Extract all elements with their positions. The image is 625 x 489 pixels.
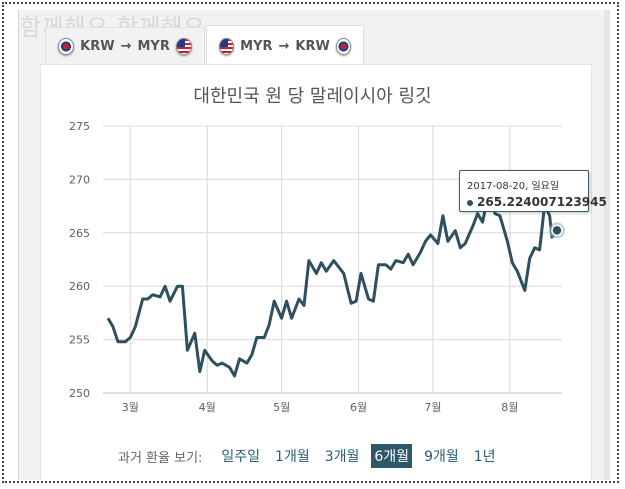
x-tick-label: 5월	[273, 401, 290, 414]
chart-title: 대한민국 원 당 말레이시아 링깃	[193, 86, 432, 107]
tab-to-currency: KRW	[295, 38, 330, 54]
y-tick-label: 255	[69, 334, 90, 347]
scroll-edge	[604, 10, 610, 480]
tab-from-currency: MYR	[240, 38, 273, 54]
tab-from-currency: KRW	[80, 39, 115, 54]
arrow-right-icon: →	[278, 38, 290, 54]
y-tick-label: 250	[69, 387, 90, 400]
series-line	[106, 184, 559, 378]
malaysia-flag-icon	[219, 37, 235, 55]
korea-flag-icon	[335, 37, 351, 55]
x-tick-label: 7월	[424, 401, 441, 414]
chart-tooltip: 2017-08-20, 일요일 265.224007123945	[459, 170, 607, 212]
tooltip-date: 2017-08-20, 일요일	[467, 181, 560, 192]
period-1-month[interactable]: 1개월	[275, 449, 310, 465]
tab-krw-to-myr[interactable]: KRW → MYR	[45, 27, 205, 65]
period-6-months[interactable]: 6개월	[371, 444, 413, 468]
highlight-point	[551, 224, 563, 237]
tooltip-value: 265.224007123945	[477, 195, 607, 209]
x-tick-label: 8월	[501, 401, 518, 414]
y-tick-label: 265	[69, 227, 90, 240]
period-9-months[interactable]: 9개월	[424, 449, 459, 465]
malaysia-flag-icon	[175, 38, 192, 55]
korea-flag-icon	[58, 38, 75, 55]
period-3-months[interactable]: 3개월	[324, 449, 360, 465]
tooltip-value-row: 265.224007123945	[467, 195, 607, 209]
tab-to-currency: MYR	[137, 39, 170, 54]
period-selector: 과거 환율 보기: 일주일 1개월 3개월 6개월 9개월 1년	[118, 444, 499, 468]
period-label: 과거 환율 보기:	[118, 450, 203, 466]
y-tick-label: 275	[69, 120, 90, 133]
y-tick-label: 270	[69, 173, 90, 186]
period-1-year[interactable]: 1년	[473, 449, 496, 465]
tab-myr-to-krw[interactable]: MYR → KRW	[206, 25, 364, 66]
arrow-right-icon: →	[120, 39, 132, 54]
x-tick-label: 4월	[199, 401, 216, 414]
period-1-week[interactable]: 일주일	[221, 449, 261, 465]
series-dot-icon	[467, 199, 473, 206]
outer-frame	[2, 2, 619, 483]
x-tick-label: 6월	[350, 401, 367, 414]
x-tick-label: 3월	[122, 401, 139, 414]
y-tick-label: 260	[69, 280, 90, 293]
